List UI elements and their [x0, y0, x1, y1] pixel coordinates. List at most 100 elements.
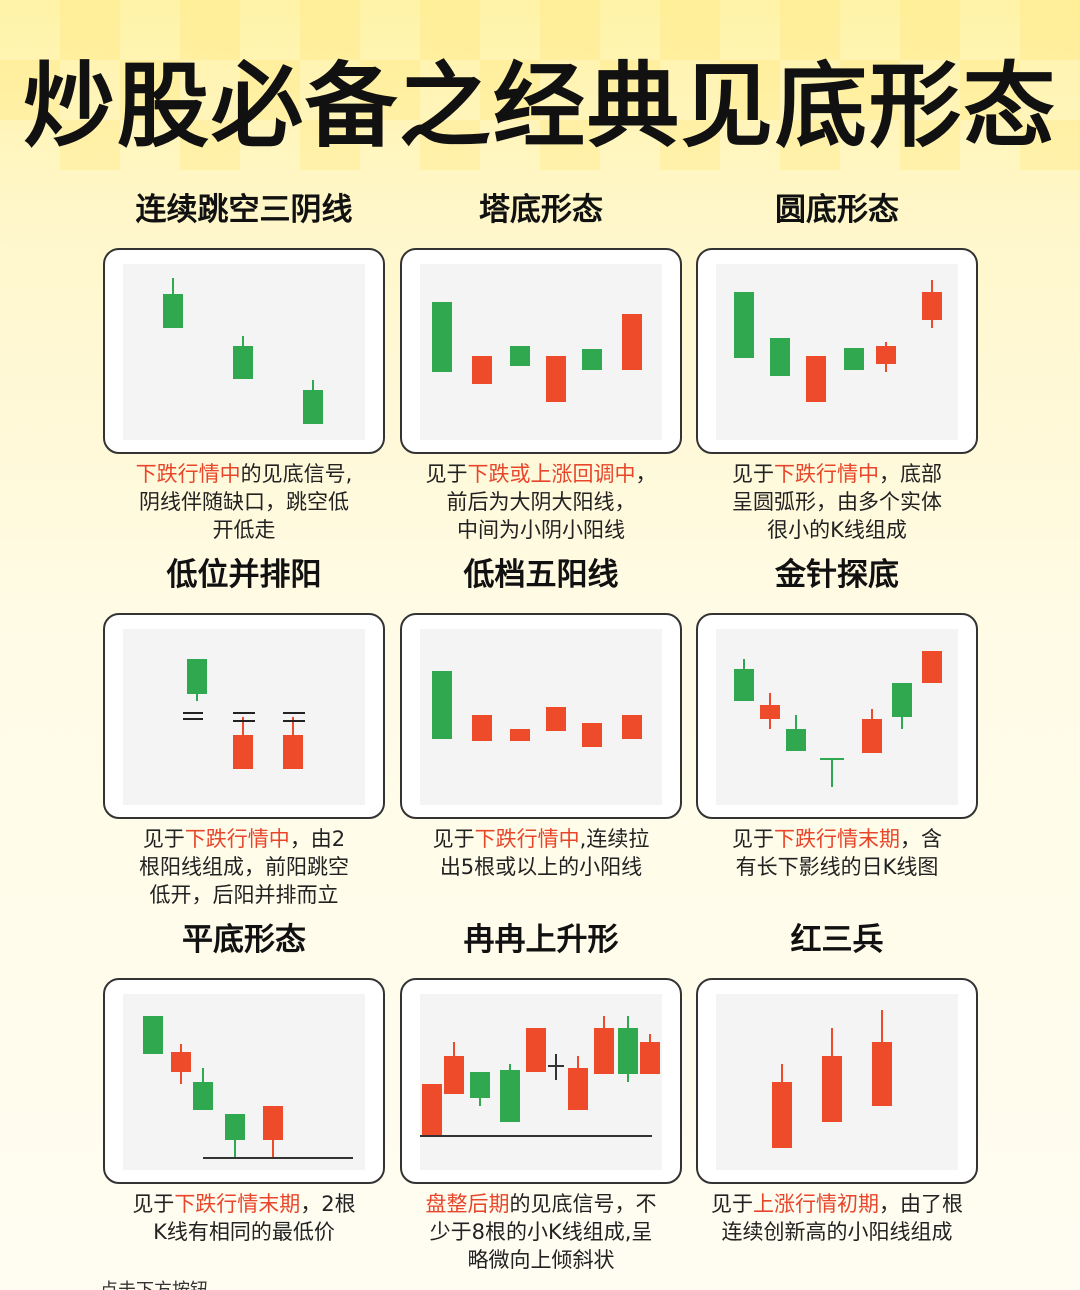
- chart-background: [716, 264, 958, 440]
- chart-background: [716, 629, 958, 805]
- bull-candle: [472, 715, 492, 741]
- bull-candle: [283, 735, 303, 769]
- bull-candle: [876, 346, 896, 364]
- bear-candle: [187, 659, 207, 694]
- desc-text: 见于: [425, 462, 468, 486]
- candlestick-chart: [716, 994, 958, 1170]
- desc-text: 很小的K线组成: [767, 518, 907, 542]
- chart-card: [400, 978, 682, 1184]
- pattern-title: 塔底形态: [479, 192, 603, 228]
- background-pattern: [0, 0, 1080, 170]
- highlight-text: 下跌行情中: [135, 462, 241, 486]
- bull-candle: [922, 651, 942, 683]
- chart-card: [103, 248, 385, 454]
- desc-text: 的见底信号，不: [509, 1192, 657, 1216]
- candlestick-chart: [716, 264, 958, 440]
- desc-text: 的见底信号,: [240, 462, 353, 486]
- footer-text: 点击下方按钮: [100, 1276, 208, 1290]
- bull-candle: [822, 1056, 842, 1122]
- candlestick-chart: [123, 629, 365, 805]
- desc-text: K线有相同的最低价: [153, 1220, 335, 1244]
- candlestick-chart: [420, 994, 662, 1170]
- bull-candle: [510, 729, 530, 741]
- desc-text: 见于: [142, 827, 185, 851]
- chart-card: [696, 613, 978, 819]
- pattern-description: 见于下跌行情中，底部 呈圆弧形，由多个实体 很小的K线组成: [686, 460, 988, 544]
- bull-candle: [472, 356, 492, 384]
- bear-candle: [786, 729, 806, 751]
- desc-text: 呈圆弧形，由多个实体: [732, 490, 942, 514]
- bear-candle: [844, 348, 864, 370]
- desc-text: ,连续拉: [579, 827, 650, 851]
- pattern-description: 见于下跌行情中，由2 根阳线组成，前阳跳空 低开，后阳并排而立: [93, 825, 395, 909]
- bear-candle: [734, 669, 754, 701]
- bull-candle: [582, 723, 602, 747]
- pattern-title: 金针探底: [775, 557, 899, 593]
- desc-text: 根阳线组成，前阳跳空: [139, 855, 349, 879]
- candlestick-chart: [420, 264, 662, 440]
- bull-candle: [622, 314, 642, 370]
- desc-text: 见于: [732, 827, 774, 851]
- bull-candle: [568, 1068, 588, 1110]
- bull-candle: [422, 1084, 442, 1136]
- desc-text: 出5根或以上的小阳线: [439, 855, 643, 879]
- desc-text: 连续创新高的小阳线组成: [721, 1220, 953, 1244]
- desc-text: ，2根: [300, 1192, 356, 1216]
- pattern-title: 冉冉上升形: [463, 922, 619, 958]
- pattern-title: 平底形态: [182, 922, 306, 958]
- pattern-description: 见于下跌行情末期，2根 K线有相同的最低价: [93, 1190, 395, 1246]
- bear-candle: [193, 1082, 213, 1110]
- bear-candle: [770, 338, 790, 376]
- pattern-title: 低位并排阳: [166, 557, 322, 593]
- desc-text: ，由了根: [879, 1192, 963, 1216]
- chart-background: [123, 994, 365, 1170]
- chart-card: [400, 613, 682, 819]
- desc-text: 见于: [711, 1192, 753, 1216]
- chart-card: [103, 613, 385, 819]
- bull-candle: [622, 715, 642, 739]
- chart-card: [400, 248, 682, 454]
- bear-candle: [143, 1016, 163, 1054]
- bear-candle: [892, 683, 912, 717]
- highlight-text: 下跌行情末期: [174, 1192, 301, 1216]
- bear-candle: [432, 671, 452, 739]
- bear-candle: [225, 1114, 245, 1140]
- bull-candle: [594, 1028, 614, 1074]
- highlight-text: 下跌行情中: [474, 827, 580, 851]
- pattern-description: 盘整后期的见底信号，不 少于8根的小K线组成,呈 略微向上倾斜状: [390, 1190, 692, 1274]
- pattern-title: 圆底形态: [775, 192, 899, 228]
- bear-candle: [233, 346, 253, 379]
- bear-candle: [163, 294, 183, 328]
- bull-candle: [872, 1042, 892, 1106]
- highlight-text: 盘整后期: [425, 1192, 510, 1216]
- chart-card: [696, 978, 978, 1184]
- highlight-text: 下跌行情中: [184, 827, 290, 851]
- pattern-description: 见于上涨行情初期，由了根 连续创新高的小阳线组成: [686, 1190, 988, 1246]
- pattern-description: 见于下跌或上涨回调中， 前后为大阴大阳线， 中间为小阴小阳线: [390, 460, 692, 544]
- bull-candle: [546, 707, 566, 731]
- highlight-text: 下跌行情中: [774, 462, 879, 486]
- desc-text: 开低走: [212, 518, 276, 542]
- bull-candle: [233, 735, 253, 769]
- pattern-title: 连续跳空三阴线: [135, 192, 353, 228]
- bear-candle: [432, 302, 452, 372]
- bear-candle: [618, 1028, 638, 1074]
- pattern-description: 下跌行情中的见底信号, 阴线伴随缺口，跳空低 开低走: [93, 460, 395, 544]
- desc-text: 见于: [432, 827, 475, 851]
- desc-text: 中间为小阴小阳线: [457, 518, 625, 542]
- pattern-title: 红三兵: [790, 922, 884, 958]
- chart-background: [420, 629, 662, 805]
- desc-text: ，底部: [879, 462, 942, 486]
- candlestick-chart: [123, 264, 365, 440]
- bull-candle: [444, 1056, 464, 1094]
- bull-candle: [526, 1028, 546, 1072]
- pattern-description: 见于下跌行情末期，含 有长下影线的日K线图: [686, 825, 988, 881]
- highlight-text: 下跌或上涨回调中: [467, 462, 636, 486]
- chart-card: [696, 248, 978, 454]
- bear-candle: [470, 1072, 490, 1098]
- bull-candle: [772, 1082, 792, 1148]
- bear-candle: [582, 349, 602, 370]
- bull-candle: [546, 356, 566, 402]
- bull-candle: [640, 1042, 660, 1074]
- bull-candle: [806, 356, 826, 402]
